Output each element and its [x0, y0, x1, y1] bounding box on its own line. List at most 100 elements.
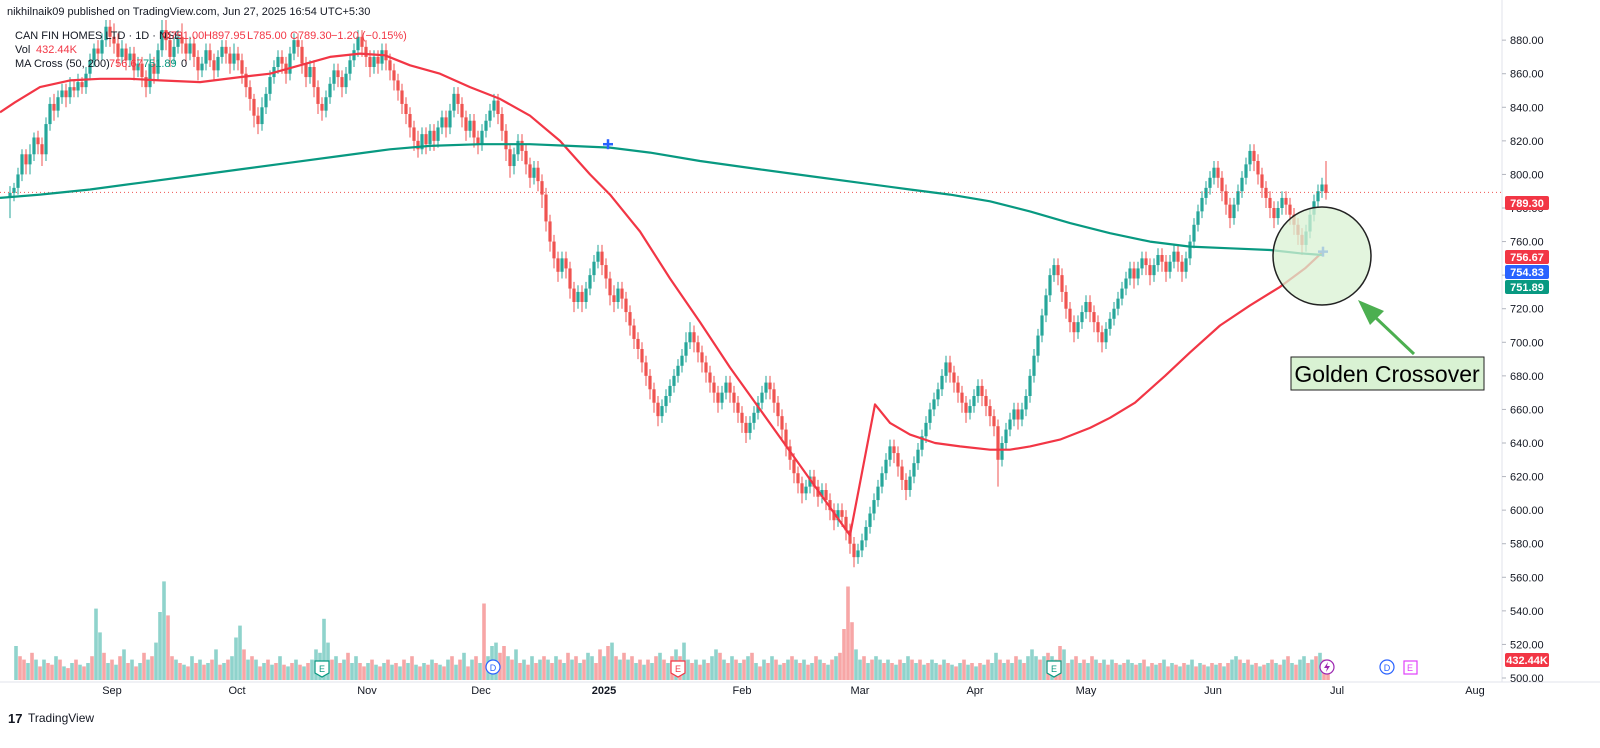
candle-body [1156, 255, 1160, 266]
candle [1088, 295, 1092, 323]
candle [896, 446, 900, 477]
volume-bar [550, 663, 554, 680]
event-markers[interactable]: E D E E D E [314, 659, 1418, 678]
candle-body [884, 459, 888, 474]
earnings-icon[interactable]: E [670, 660, 686, 678]
candle [956, 375, 960, 403]
volume-bar [854, 649, 858, 680]
candle [1028, 369, 1032, 403]
candle [136, 56, 140, 78]
candle-body [148, 63, 152, 88]
volume-bar [606, 646, 610, 680]
symbol-title[interactable]: CAN FIN HOMES LTD · 1D · NSE [15, 30, 182, 42]
candle-body [716, 392, 720, 403]
candle [912, 456, 916, 484]
candle-body [600, 251, 604, 266]
candle-body [1100, 332, 1104, 343]
volume-bar [22, 659, 26, 680]
y-tick-label: 520.00 [1510, 639, 1544, 651]
earnings-icon[interactable]: E [1403, 660, 1418, 675]
candle [892, 439, 896, 464]
time-axis[interactable]: Sep Oct Nov Dec 2025 Feb Mar Apr May Jun Jul Aug [102, 685, 1485, 697]
earnings-icon[interactable]: E [314, 660, 330, 678]
candle [92, 43, 96, 67]
candle-body [640, 349, 644, 363]
candle-body [380, 50, 384, 64]
candle [28, 144, 32, 175]
volume-bar [182, 664, 186, 680]
candle [108, 20, 112, 47]
volume-bar [418, 666, 422, 680]
lightning-icon[interactable] [1319, 659, 1335, 675]
candle-body [112, 36, 116, 44]
volume-bar [634, 663, 638, 680]
candle-body [440, 117, 444, 128]
dividend-icon[interactable]: D [485, 659, 501, 675]
volume-bar [126, 663, 130, 680]
volume-bar [722, 659, 726, 680]
candle [8, 186, 12, 219]
candle [880, 466, 884, 494]
earnings-icon[interactable]: E [1046, 660, 1062, 678]
volume-bar [1262, 664, 1266, 680]
candle [292, 33, 296, 61]
candle [408, 107, 412, 138]
candle-body [1324, 184, 1328, 193]
candle [932, 392, 936, 417]
candle [588, 268, 592, 296]
candle [704, 355, 708, 383]
price-axis[interactable]: 500.00 520.00 540.00 560.00 580.00 600.00 620.… [1502, 35, 1544, 685]
candle [512, 147, 516, 175]
candle [872, 493, 876, 521]
volume-bar [286, 666, 290, 680]
candle [192, 36, 196, 67]
volume-bar [1022, 663, 1026, 680]
volume-bar [254, 659, 258, 680]
volume-bar [98, 632, 102, 680]
volume-bar [594, 663, 598, 680]
candle-body [1092, 312, 1096, 323]
candle-body [360, 36, 364, 47]
price-label-text: 751.89 [1510, 282, 1544, 294]
candle [592, 255, 596, 282]
annotation-arrow [1358, 300, 1416, 356]
volume-bar [466, 666, 470, 680]
ma-label[interactable]: MA Cross (50, 200) [15, 58, 110, 70]
candle [304, 56, 308, 88]
crossover-annotation[interactable]: Golden Crossover [1272, 206, 1485, 391]
candle [720, 385, 724, 410]
candle [436, 120, 440, 148]
candle [648, 369, 652, 400]
volume-bar [202, 664, 206, 680]
candle-body [944, 362, 948, 376]
volume-bar [686, 659, 690, 680]
dividend-icon[interactable]: D [1379, 659, 1395, 675]
volume-bar [1206, 666, 1210, 680]
candle [1316, 184, 1320, 208]
price-label-bg [1505, 250, 1549, 264]
volume-bar [878, 659, 882, 680]
candle [1216, 161, 1220, 188]
candle-body [880, 473, 884, 487]
candle-body [708, 372, 712, 383]
vol-label[interactable]: Vol [15, 44, 30, 56]
candle-body [100, 40, 104, 54]
volume-bar [950, 664, 954, 680]
candle [928, 402, 932, 430]
candle [1220, 171, 1224, 202]
tradingview-logo[interactable]: 17 TradingView [8, 711, 94, 726]
candle-body [676, 365, 680, 376]
volume-bar [790, 656, 794, 680]
candle [740, 406, 744, 433]
candle-body [332, 70, 336, 84]
candle [964, 396, 968, 423]
candle-body [152, 63, 156, 74]
volume-bar [274, 663, 278, 680]
candle-body [1184, 258, 1188, 272]
candle [1108, 312, 1112, 336]
volume-bar [278, 656, 282, 680]
volume-bar [626, 659, 630, 680]
candle-body [1244, 164, 1248, 178]
volume-bar [814, 656, 818, 680]
